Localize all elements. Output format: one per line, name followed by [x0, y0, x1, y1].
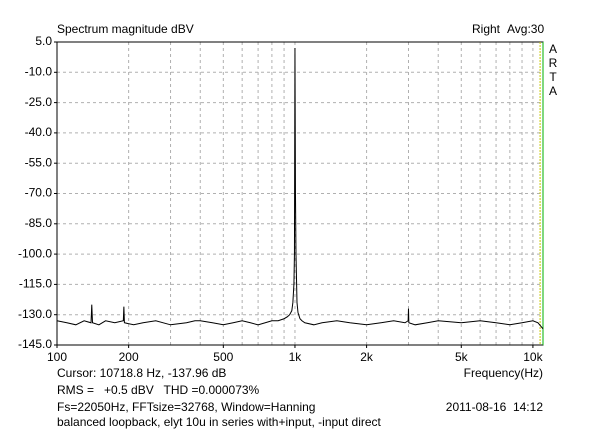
averaging: Avg:30	[507, 22, 544, 36]
x-tick-label: 5k	[455, 350, 469, 364]
y-tick-label: -25.0	[25, 95, 53, 109]
x-axis-label: Frequency(Hz)	[464, 366, 543, 380]
spectrum-line	[56, 48, 544, 330]
x-tick-label: 10k	[523, 350, 543, 364]
x-tick-label: 2k	[360, 350, 374, 364]
y-tick-label: -55.0	[25, 155, 53, 169]
timestamp: 2011-08-16 14:12	[446, 400, 544, 414]
channel: Right	[472, 22, 501, 36]
y-tick-label: -100.0	[18, 246, 52, 260]
side-label-letter: A	[549, 42, 557, 56]
x-tick-label: 200	[119, 350, 139, 364]
y-tick-label: 5.0	[35, 34, 52, 48]
y-tick-label: -145.0	[18, 337, 52, 351]
y-tick-label: -10.0	[25, 64, 53, 78]
comment: balanced loopback, elyt 10u in series wi…	[57, 415, 382, 429]
chart-title: Spectrum magnitude dBV	[57, 22, 194, 36]
rms-readout: RMS = +0.5 dBV THD =0.000073%	[57, 383, 260, 397]
y-tick-label: -115.0	[19, 277, 52, 291]
x-tick-label: 100	[47, 350, 67, 364]
y-tick-label: -40.0	[25, 125, 53, 139]
x-tick-label: 500	[213, 350, 233, 364]
y-tick-label: -70.0	[25, 186, 53, 200]
cursor-readout: Cursor: 10718.8 Hz, -137.96 dB	[57, 366, 226, 380]
y-tick-label: -130.0	[18, 307, 52, 321]
side-label-letter: T	[549, 70, 557, 84]
side-label-letter: R	[549, 56, 558, 70]
side-label-letter: A	[549, 84, 557, 98]
x-tick-label: 1k	[289, 350, 303, 364]
y-tick-label: -85.0	[25, 216, 53, 230]
settings: Fs=22050Hz, FFTsize=32768, Window=Hannin…	[57, 400, 315, 414]
